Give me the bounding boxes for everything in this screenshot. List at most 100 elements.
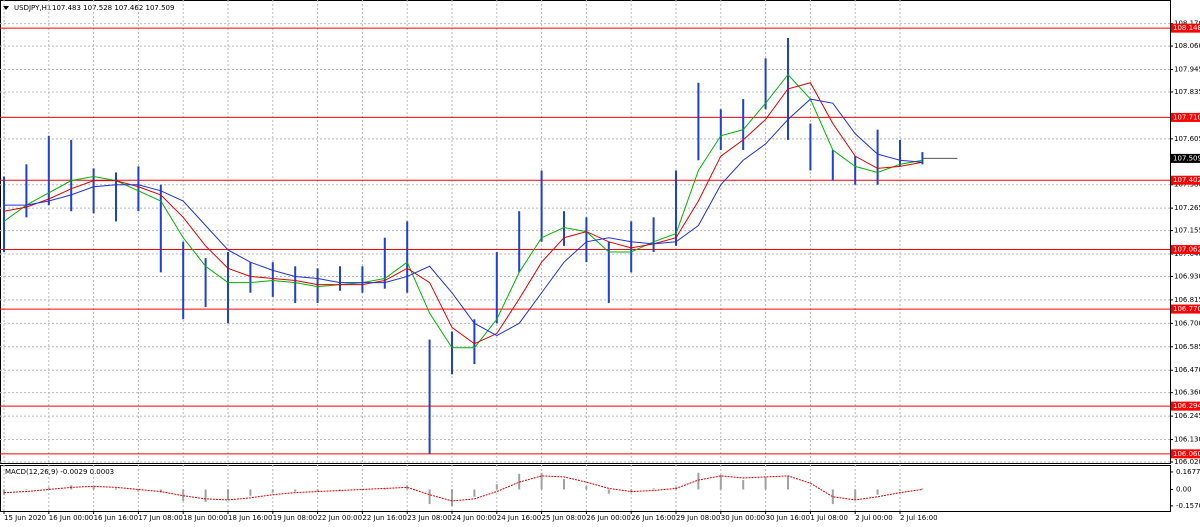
macd-bar [518, 473, 521, 490]
level-label: 106.294 [1173, 402, 1200, 410]
y-tick-label: 107.835 [1174, 88, 1200, 96]
y-tick-label: 106.020 [1174, 458, 1200, 466]
macd-bar [47, 487, 50, 490]
macd-bar [563, 479, 565, 490]
x-tick-label: 30 Jun 00:00 [721, 514, 765, 522]
macd-bar [630, 489, 633, 493]
y-tick-label: 106.360 [1174, 389, 1200, 397]
macd-bar [361, 489, 364, 490]
macd-bar [585, 486, 588, 490]
y-tick-label: 106.245 [1174, 412, 1200, 420]
x-tick-label: 30 Jun 16:00 [766, 514, 810, 522]
moving-average [3, 73, 923, 349]
x-tick-label: 15 Jun 2020 [4, 514, 46, 522]
y-tick-label: 106.130 [1174, 436, 1200, 444]
macd-bar [742, 480, 745, 490]
macd-bar [92, 486, 95, 490]
macd-bar [383, 488, 386, 490]
x-tick-label: 26 Jun 16:00 [631, 514, 675, 522]
macd-bar [271, 489, 274, 493]
x-tick-label: 25 Jun 08:00 [542, 514, 586, 522]
macd-bar [854, 489, 857, 500]
macd-bar [697, 472, 700, 490]
macd-bar [809, 489, 812, 490]
ohlc-values: 107.483 107.528 107.462 107.509 [52, 4, 174, 12]
macd-bar [406, 485, 409, 490]
x-tick-label: 17 Jun 08:00 [138, 514, 182, 522]
level-label-bg [1171, 175, 1200, 185]
macd-bar [115, 488, 117, 490]
macd-title: MACD(12,26,9) -0.0029 0.0003 [5, 468, 114, 476]
moving-average [4, 98, 923, 337]
level-label: 106.770 [1173, 305, 1200, 313]
y-tick-label: 107.265 [1174, 204, 1200, 212]
macd-bar [831, 489, 834, 505]
x-tick-label: 16 Jun 00:00 [49, 514, 93, 522]
level-label: 108.148 [1173, 24, 1200, 32]
y-tick-label: 106.470 [1174, 366, 1200, 374]
x-tick-label: 23 Jun 08:00 [407, 514, 451, 522]
x-tick-label: 18 Jun 16:00 [228, 514, 272, 522]
y-tick-label: 107.605 [1174, 135, 1200, 143]
macd-bar [182, 489, 185, 501]
macd-bar [294, 489, 297, 492]
macd-bar [921, 488, 924, 490]
x-tick-label: 29 Jun 08:00 [676, 514, 720, 522]
level-label-bg [1171, 449, 1200, 459]
x-tick-label: 2 Jul 16:00 [900, 514, 938, 522]
x-tick-label: 24 Jun 00:00 [452, 514, 496, 522]
macd-bar [249, 489, 252, 496]
level-label-bg [1171, 112, 1200, 122]
macd-bar [137, 489, 140, 492]
macd-bar [159, 489, 162, 493]
symbol-title: USDJPY,H1 [14, 4, 51, 12]
macd-bar [719, 474, 722, 490]
macd-bar [607, 489, 610, 494]
macd-bar [764, 476, 767, 490]
macd-y-tick-label: -0.1570 [1176, 502, 1200, 510]
macd-bar [339, 489, 341, 491]
macd-bar [473, 489, 476, 497]
macd-bar [204, 489, 207, 503]
y-tick-label: 106.585 [1174, 343, 1200, 351]
y-tick-label: 106.930 [1174, 272, 1200, 280]
x-tick-label: 22 Jun 16:00 [362, 514, 406, 522]
y-tick-label: 107.155 [1174, 227, 1200, 235]
macd-y-tick-label: 0.1677 [1176, 468, 1200, 476]
level-label-bg [1171, 401, 1200, 411]
level-label-bg [1171, 245, 1200, 255]
y-tick-label: 108.060 [1174, 42, 1200, 50]
menu-arrow[interactable] [3, 6, 9, 10]
moving-average [3, 82, 923, 345]
macd-bar [899, 489, 901, 491]
current-price-label: 107.509 [1173, 154, 1200, 162]
level-label: 107.402 [1173, 176, 1200, 184]
x-tick-label: 18 Jun 00:00 [183, 514, 227, 522]
macd-bar [451, 489, 453, 507]
level-label: 106.060 [1173, 450, 1200, 458]
x-tick-label: 26 Jun 00:00 [586, 514, 630, 522]
macd-bar [3, 489, 5, 495]
level-label: 107.062 [1173, 246, 1200, 254]
current-price-bg [1171, 153, 1200, 163]
x-tick-label: 16 Jun 16:00 [94, 514, 138, 522]
macd-bar [316, 489, 319, 492]
macd-bar [428, 489, 431, 505]
y-tick-label: 107.945 [1174, 66, 1200, 74]
y-tick-label: 106.815 [1174, 296, 1200, 304]
macd-bar [876, 489, 879, 495]
macd-bar [540, 472, 543, 490]
macd-bar [652, 488, 655, 490]
x-tick-label: 19 Jun 08:00 [273, 514, 317, 522]
macd-y-tick-label: 0.00 [1176, 485, 1192, 493]
macd-signal [3, 475, 923, 502]
macd-bar [787, 475, 789, 490]
x-tick-label: 1 Jul 08:00 [810, 514, 848, 522]
level-label-bg [1171, 304, 1200, 314]
macd-bar [227, 489, 229, 500]
x-tick-label: 22 Jun 00:00 [318, 514, 362, 522]
level-label-bg [1171, 23, 1200, 33]
y-tick-label: 106.700 [1174, 319, 1200, 327]
macd-bar [25, 489, 28, 490]
